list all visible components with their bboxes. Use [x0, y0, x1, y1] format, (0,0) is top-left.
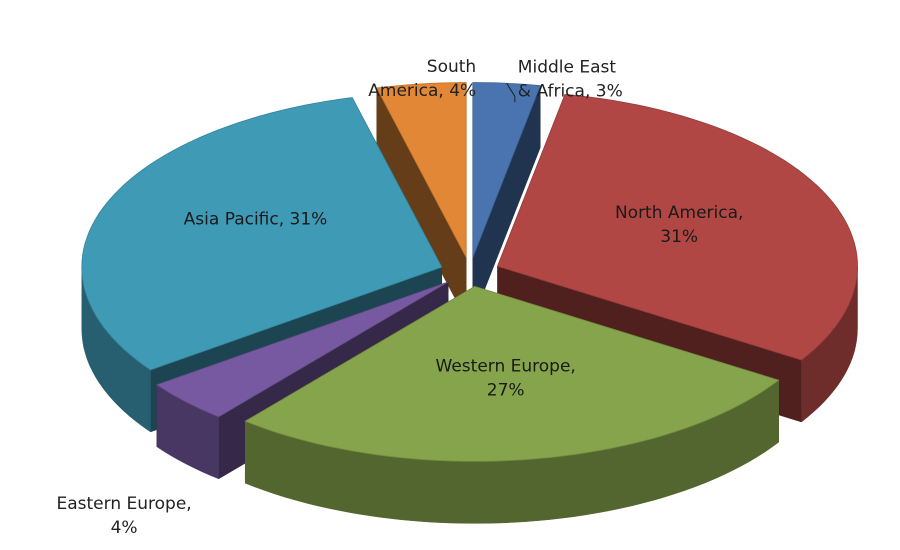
data-label-line: 4% [111, 518, 138, 538]
data-label-south-america: South America, 4% [368, 57, 476, 101]
data-label-line: North America, [615, 203, 743, 223]
data-label-western-europe: Western Europe, 27% [436, 357, 576, 401]
slice-asia-pacific [81, 97, 443, 371]
data-label-line: 27% [487, 381, 525, 401]
data-label-line: South [427, 57, 476, 77]
data-label-line: America, 4% [368, 81, 476, 101]
data-label-eastern-europe: Eastern Europe, 4% [56, 494, 191, 538]
data-label-line: Eastern Europe, [56, 494, 191, 514]
data-label-line: Western Europe, [436, 357, 576, 377]
data-label-line: Asia Pacific, 31% [184, 210, 328, 230]
slice-labels: Middle East & Africa, 3% North America, 31%… [56, 57, 743, 538]
slice-north-america [496, 93, 858, 361]
data-label-north-america: North America, 31% [615, 203, 743, 247]
slice-south-america [376, 82, 467, 258]
data-label-line: & Africa, 3% [518, 81, 623, 101]
data-label-line: 31% [660, 227, 698, 247]
leader-line-middle-east-africa [506, 83, 516, 103]
data-label-asia-pacific: Asia Pacific, 31% [184, 210, 328, 230]
slice-eastern-europe [155, 281, 449, 418]
pie-tops [81, 82, 858, 462]
data-label-line: Middle East [518, 57, 617, 77]
slice-western-europe [244, 285, 780, 462]
data-label-middle-east-africa: Middle East & Africa, 3% [518, 57, 623, 101]
